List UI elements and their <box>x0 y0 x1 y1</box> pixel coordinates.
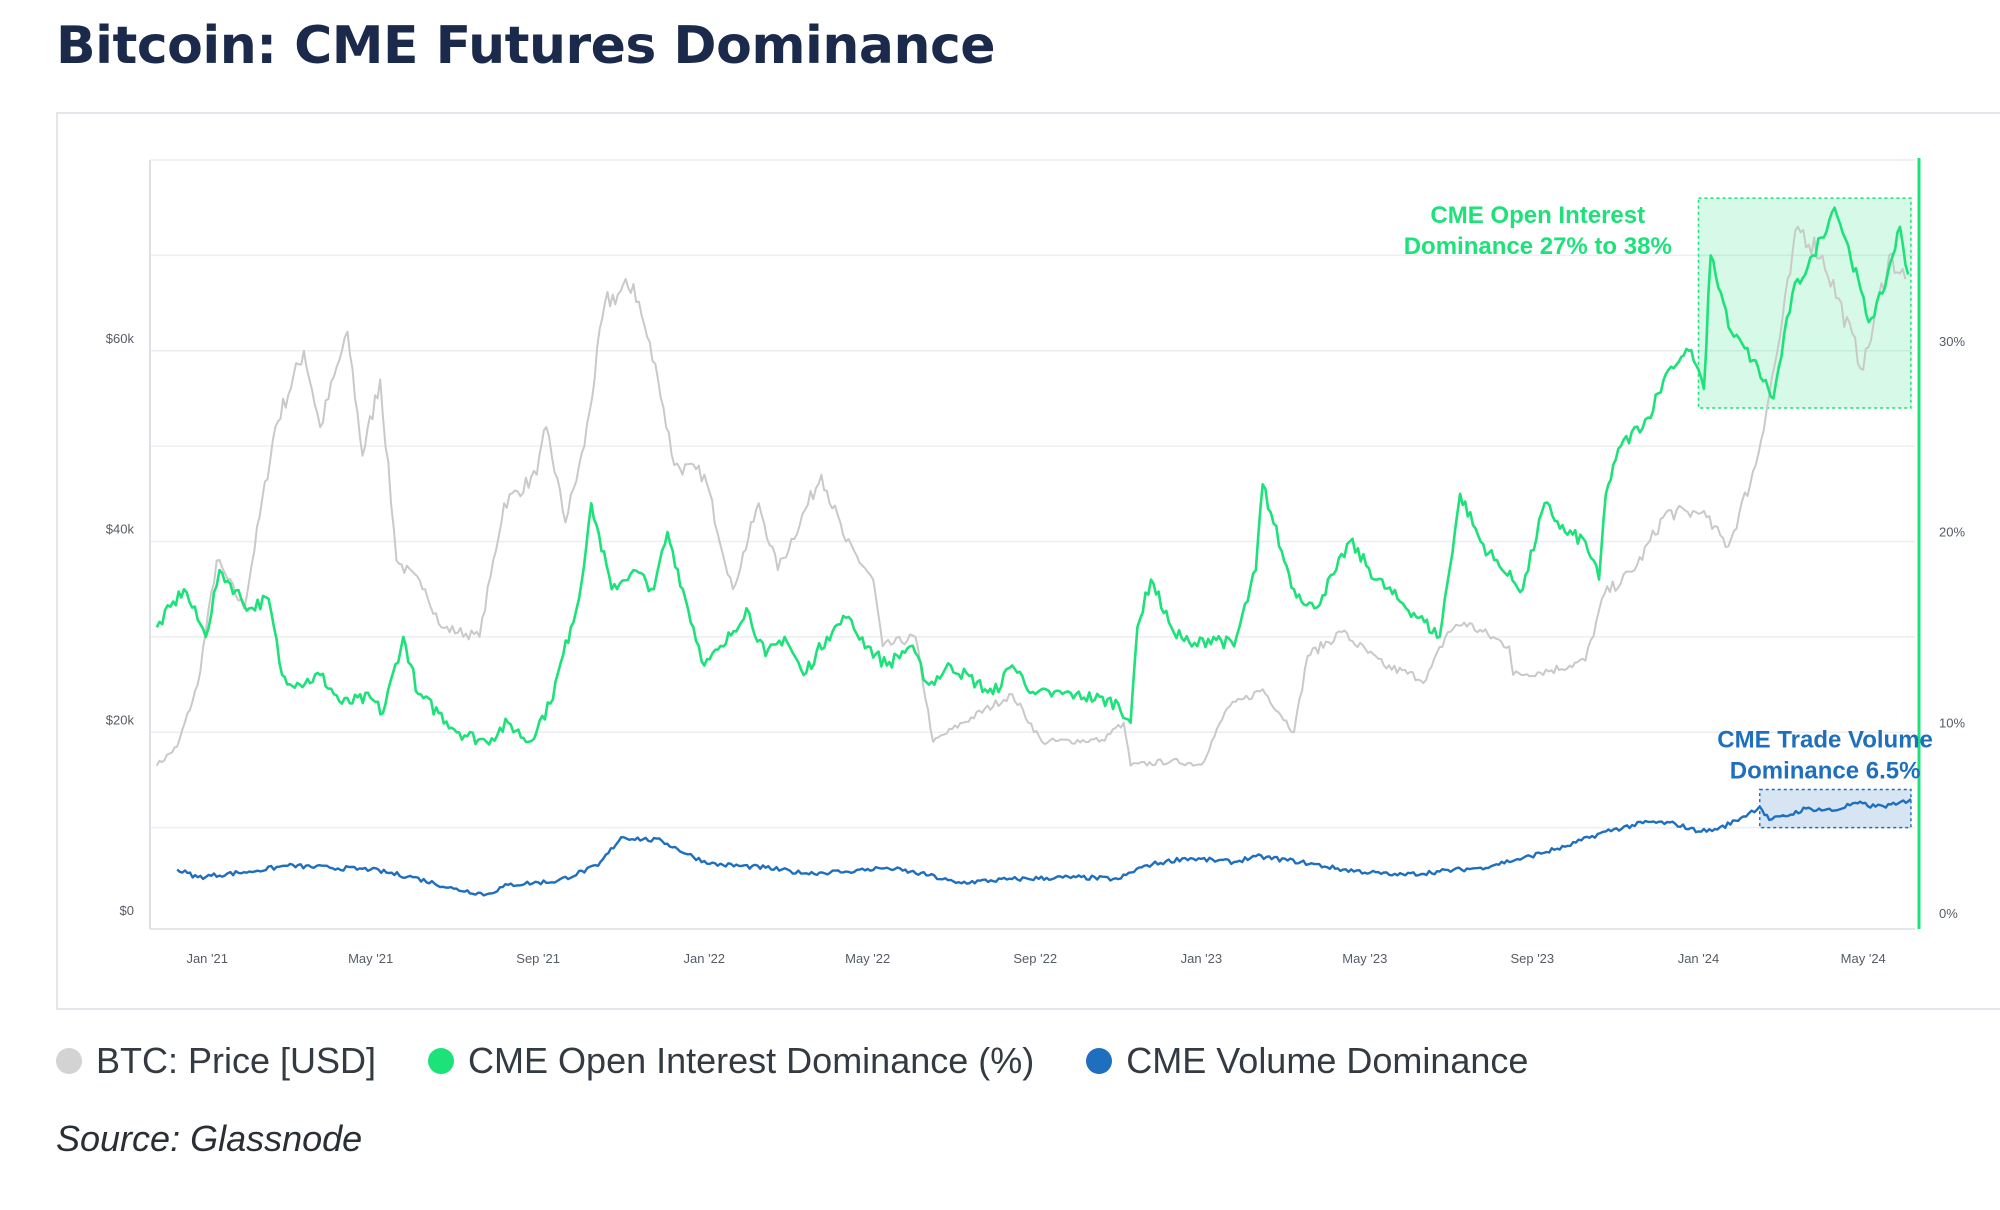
legend-item-vol: CME Volume Dominance <box>1086 1040 1528 1082</box>
x-tick-label: May '24 <box>1841 951 1886 966</box>
legend-label-oi: CME Open Interest Dominance (%) <box>468 1040 1035 1081</box>
right-tick-label: 10% <box>1939 715 1965 730</box>
source-note: Source: Glassnode <box>56 1118 363 1159</box>
price-series-line <box>155 225 1907 767</box>
x-tick-label: May '22 <box>845 951 890 966</box>
x-tick-label: May '23 <box>1342 951 1387 966</box>
volume-series-line <box>176 798 1912 897</box>
x-tick-label: Jan '22 <box>684 951 726 966</box>
x-tick-label: Sep '22 <box>1013 951 1057 966</box>
grid-lines <box>150 159 1915 829</box>
right-tick-label: 20% <box>1939 525 1965 540</box>
axes <box>149 158 1921 930</box>
x-tick-label: Jan '24 <box>1678 951 1720 966</box>
x-tick-label: Jan '21 <box>186 951 228 966</box>
legend-label-price: BTC: Price [USD] <box>96 1040 377 1081</box>
volume-annotation-label: Dominance 6.5% <box>1730 758 1921 785</box>
tick-labels: $0 $20k $40k $60k 0% 10% 20% 30% Jan '21 May '21 S… <box>106 331 1966 966</box>
left-tick-label: $40k <box>106 522 135 537</box>
legend-label-vol: CME Volume Dominance <box>1126 1040 1529 1081</box>
right-tick-label: 0% <box>1939 906 1958 921</box>
chart-title: Bitcoin: CME Futures Dominance <box>56 16 996 76</box>
x-tick-label: Sep '21 <box>516 951 560 966</box>
chart-svg: $0 $20k $40k $60k 0% 10% 20% 30% Jan '21 May '21 S… <box>106 158 1966 966</box>
oi-highlight-box <box>1697 197 1912 409</box>
x-tick-label: Jan '23 <box>1181 951 1223 966</box>
oi-annotation-label: Dominance 27% to 38% <box>1404 233 1672 260</box>
left-tick-label: $60k <box>106 331 135 346</box>
left-tick-label: $20k <box>106 712 135 727</box>
legend-item-oi: CME Open Interest Dominance (%) <box>428 1040 1034 1082</box>
oi-annotation-label: CME Open Interest <box>1430 202 1645 229</box>
volume-annotation-label: CME Trade Volume <box>1717 727 1933 754</box>
oi-series-line <box>155 206 1910 746</box>
legend-dot-vol <box>1086 1048 1113 1074</box>
series-lines <box>155 206 1912 897</box>
annotation-labels: CME Open Interest Dominance 27% to 38% CME… <box>1404 202 1933 785</box>
volume-highlight-box <box>1758 788 1912 829</box>
legend-dot-oi <box>428 1048 455 1074</box>
left-tick-label: $0 <box>120 903 134 918</box>
legend-dot-price <box>56 1048 82 1074</box>
legend: BTC: Price [USD] CME Open Interest Domin… <box>56 1036 1580 1086</box>
right-tick-label: 30% <box>1939 334 1965 349</box>
chart-frame: $0 $20k $40k $60k 0% 10% 20% 30% Jan '21 May '21 S… <box>56 112 2000 1010</box>
x-tick-label: Sep '23 <box>1510 951 1554 966</box>
legend-item-price: BTC: Price [USD] <box>56 1040 376 1082</box>
x-tick-label: May '21 <box>348 951 393 966</box>
